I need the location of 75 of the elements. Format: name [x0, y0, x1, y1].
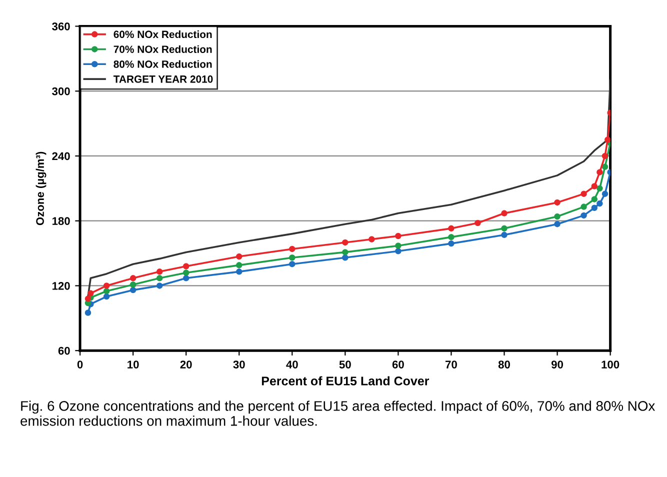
point [156, 275, 163, 282]
point [289, 246, 296, 252]
point [580, 204, 587, 210]
x-tick-label: 40 [286, 360, 298, 368]
x-tick-label: 50 [339, 360, 351, 368]
x-tick-label: 0 [77, 360, 83, 368]
point [501, 210, 508, 216]
x-tick-label: 20 [180, 360, 192, 368]
point [474, 220, 481, 226]
point [554, 213, 560, 220]
y-tick-label: 360 [52, 22, 70, 30]
point [182, 270, 190, 276]
point [580, 212, 587, 219]
y-tick-label: 60 [58, 346, 70, 355]
point [130, 286, 136, 294]
point [395, 248, 402, 254]
legend-label: 70% NOx Reduction [114, 45, 212, 53]
point [591, 183, 598, 190]
point [236, 262, 242, 268]
point [602, 152, 608, 160]
point [103, 288, 110, 294]
point [448, 225, 454, 232]
point [130, 275, 136, 282]
point [395, 242, 402, 249]
x-tick-label: 90 [551, 360, 564, 368]
point [368, 236, 375, 242]
point [289, 260, 296, 268]
legend-label: 80% NOx Reduction [114, 60, 212, 68]
x-tick-label: 80 [498, 360, 510, 368]
point [289, 254, 296, 261]
point [84, 296, 92, 302]
point [84, 310, 92, 316]
point [602, 164, 608, 170]
y-tick-label: 240 [52, 152, 70, 160]
point [342, 239, 348, 246]
y-tick-label: 180 [52, 217, 70, 225]
legend-label: TARGET YEAR 2010 [113, 75, 213, 83]
point [342, 249, 348, 256]
legend-label: 60% NOx Reduction [114, 30, 212, 38]
y-axis-title: Ozone (µg/m³) [36, 152, 46, 226]
point [395, 232, 402, 240]
point [591, 204, 598, 211]
y-tick-label: 120 [52, 282, 70, 290]
point [342, 254, 348, 261]
point [596, 169, 603, 176]
x-tick-label: 30 [233, 360, 245, 368]
point [604, 136, 610, 143]
x-tick-label: 70 [446, 360, 457, 368]
point [103, 293, 110, 300]
point [182, 275, 190, 282]
x-tick-label: 10 [128, 360, 139, 368]
point [602, 190, 608, 197]
point [501, 225, 508, 232]
point [591, 196, 598, 202]
point [130, 282, 136, 288]
point [156, 282, 163, 289]
y-tick-label: 300 [52, 87, 70, 96]
point [156, 268, 163, 275]
point [182, 263, 190, 270]
point [236, 253, 242, 260]
x-axis-title: Percent of EU15 Land Cover [262, 376, 430, 386]
point [554, 220, 560, 228]
x-tick-label: 100 [602, 360, 620, 368]
point [103, 282, 110, 289]
point [596, 200, 603, 207]
point [88, 290, 94, 296]
caption: Fig. 6 Ozone concentrations and the percent of EU15 area effected. Impact of 60%, 70% and 80% NOx emission reductions on maximum 1-hour values. [20, 400, 656, 426]
point [554, 199, 560, 206]
x-tick-label: 60 [392, 360, 404, 368]
point [448, 234, 454, 240]
point [501, 232, 508, 238]
point [448, 240, 454, 247]
point [236, 268, 242, 275]
point [596, 185, 603, 192]
point [580, 190, 587, 197]
